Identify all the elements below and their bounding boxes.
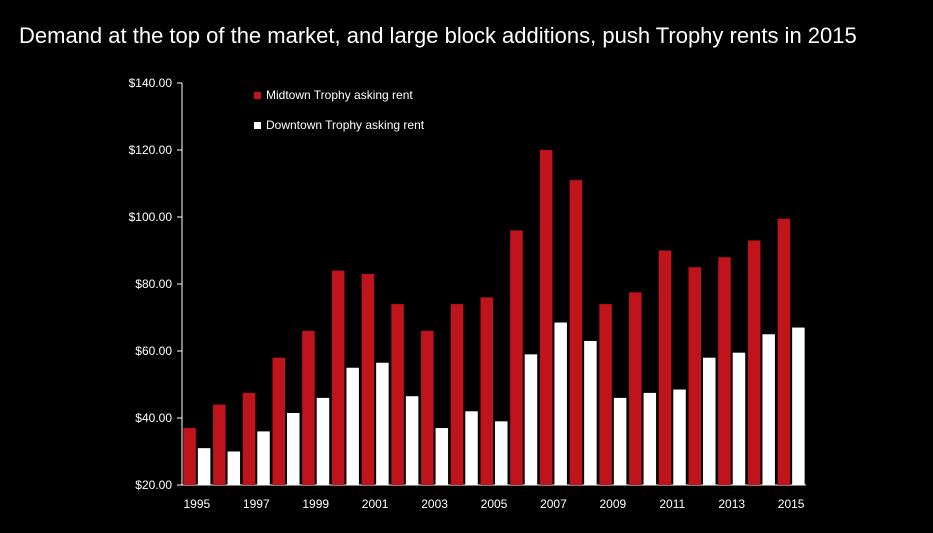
bar-downtown: [792, 327, 805, 485]
bar-downtown: [613, 397, 627, 485]
bar-midtown: [302, 330, 315, 485]
bar-midtown: [629, 292, 642, 485]
legend-label: Midtown Trophy asking rent: [266, 88, 413, 102]
y-tick-label: $20.00: [135, 478, 172, 492]
x-tick-label: 2007: [540, 497, 567, 511]
chart-bars: [183, 150, 805, 486]
bar-midtown: [331, 270, 345, 485]
y-tick-label: $60.00: [135, 344, 172, 358]
bar-midtown: [688, 267, 701, 485]
legend-label: Downtown Trophy asking rent: [266, 118, 425, 132]
bar-downtown: [554, 322, 567, 485]
bar-midtown: [777, 218, 791, 486]
bar-midtown: [391, 304, 404, 485]
bar-midtown: [421, 330, 434, 485]
bar-downtown: [673, 389, 686, 485]
bar-midtown: [510, 230, 523, 485]
bar-midtown: [599, 304, 612, 485]
bar-midtown: [450, 304, 464, 485]
bar-downtown: [762, 334, 775, 485]
bar-midtown: [213, 404, 226, 485]
bar-downtown: [435, 428, 449, 485]
bar-downtown: [643, 392, 657, 485]
bar-midtown: [658, 250, 672, 485]
bar-downtown: [584, 340, 597, 485]
x-tick-label: 1999: [302, 497, 329, 511]
legend-swatch: [254, 92, 261, 99]
bar-downtown: [524, 354, 538, 485]
bar-downtown: [316, 397, 330, 485]
bar-downtown: [197, 448, 211, 485]
x-tick-label: 2003: [421, 497, 448, 511]
bar-midtown: [361, 273, 375, 485]
chart-legend: Midtown Trophy asking rent Downtown Troph…: [254, 88, 425, 132]
bar-midtown: [242, 392, 256, 485]
bar-downtown: [495, 421, 508, 485]
x-tick-label: 2005: [481, 497, 508, 511]
y-tick-label: $80.00: [135, 277, 172, 291]
bar-midtown: [183, 428, 196, 485]
x-tick-label: 1997: [243, 497, 270, 511]
bar-downtown: [257, 431, 270, 485]
y-tick-label: $140.00: [129, 76, 173, 90]
bar-downtown: [703, 357, 716, 485]
x-tick-label: 2011: [659, 497, 685, 511]
bar-downtown: [732, 352, 746, 485]
bar-midtown: [539, 150, 553, 485]
bar-downtown: [465, 411, 478, 485]
bar-midtown: [569, 180, 583, 485]
bar-downtown: [346, 367, 359, 485]
bar-downtown: [376, 362, 389, 485]
bar-midtown: [480, 297, 493, 485]
x-tick-label: 2013: [718, 497, 745, 511]
y-tick-label: $40.00: [135, 411, 172, 425]
bar-midtown: [718, 257, 731, 485]
bar-downtown: [405, 396, 419, 485]
x-tick-label: 1995: [184, 497, 211, 511]
bar-downtown: [227, 451, 241, 485]
bar-midtown: [272, 357, 285, 485]
x-tick-label: 2015: [778, 497, 805, 511]
bar-downtown: [287, 412, 300, 485]
y-tick-label: $100.00: [129, 210, 173, 224]
chart-axes: $20.00 $40.00 $60.00 $80.00 $100.00 $120.00 $1…: [129, 76, 806, 511]
bar-midtown: [747, 240, 761, 485]
x-tick-label: 2009: [600, 497, 627, 511]
y-tick-label: $120.00: [129, 143, 173, 157]
legend-swatch: [254, 122, 261, 129]
x-tick-label: 2001: [362, 497, 389, 511]
chart-title: Demand at the top of the market, and lar…: [19, 23, 857, 48]
